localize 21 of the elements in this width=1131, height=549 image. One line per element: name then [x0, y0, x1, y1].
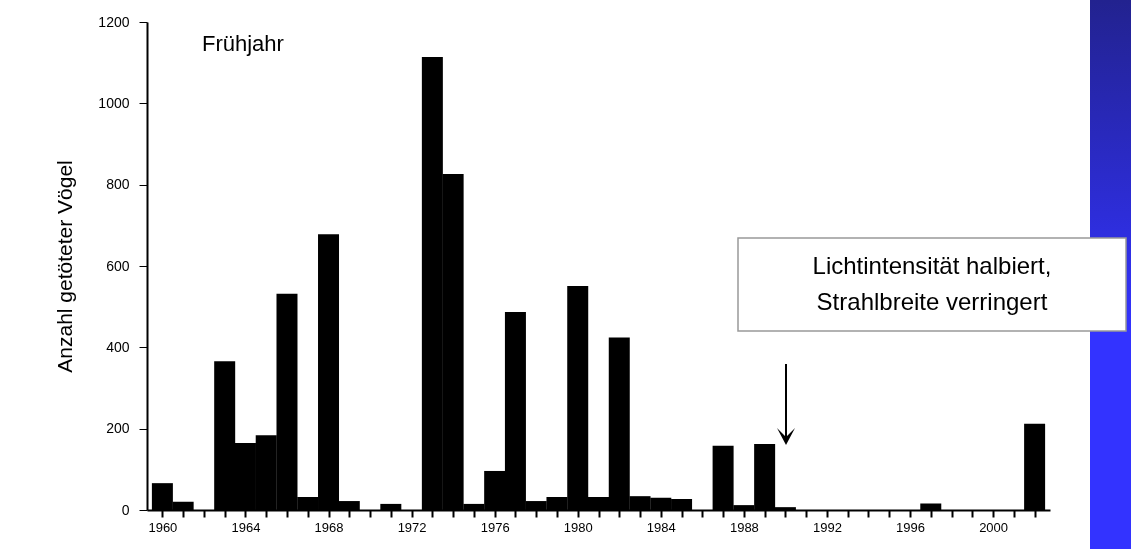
y-tick-label: 400 [106, 338, 130, 355]
x-tick-label: 2000 [979, 519, 1009, 535]
x-tick-label: 1964 [231, 519, 261, 535]
y-tick-label: 1000 [98, 94, 130, 111]
y-tick-label: 0 [121, 501, 130, 518]
x-tick-label: 1960 [148, 519, 178, 535]
x-tick-label: 1992 [812, 519, 842, 535]
y-tick-label: 200 [106, 420, 130, 437]
x-tick-label: 1972 [397, 519, 427, 535]
x-tick-label: 1968 [314, 519, 344, 535]
x-tick-label: 1996 [896, 519, 925, 535]
y-tick-label: 600 [106, 257, 130, 274]
annotation: Frühjahr [202, 31, 284, 56]
x-tick-label: 1980 [563, 519, 593, 535]
annotation: Lichtintensität halbiert, Strahlbreite verringert [812, 252, 1052, 315]
y-axis-title: Anzahl getöteter Vögel [53, 160, 77, 373]
x-tick-label: 1988 [729, 519, 759, 535]
x-tick-label: 1976 [480, 519, 510, 535]
y-tick-label: 1200 [98, 13, 130, 30]
y-tick-label: 800 [106, 176, 130, 193]
x-tick-label: 1984 [646, 519, 676, 535]
